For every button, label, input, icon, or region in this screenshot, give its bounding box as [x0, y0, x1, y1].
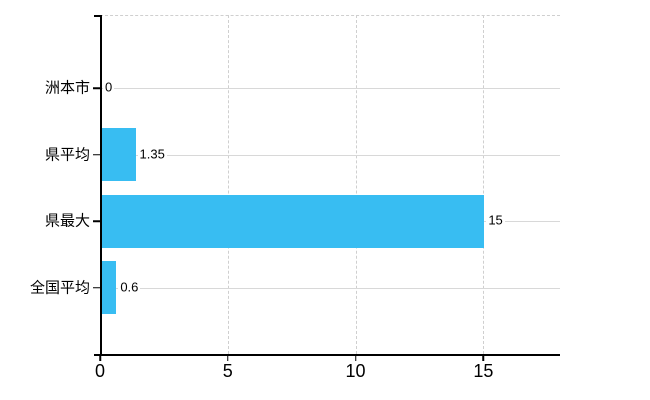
- x-tick-label: 15: [473, 361, 494, 381]
- category-gridline: [100, 287, 560, 289]
- y-axis-tick: [93, 87, 100, 90]
- category-label: 全国平均: [29, 279, 90, 297]
- category-gridline: [100, 88, 560, 90]
- category-label: 県平均: [44, 146, 90, 164]
- x-axis-tick: [227, 355, 229, 361]
- value-label: 15: [486, 212, 505, 229]
- value-label: 1.35: [137, 146, 167, 163]
- y-axis: [100, 15, 102, 354]
- category-gridline: [100, 154, 560, 156]
- x-axis-tick: [354, 355, 357, 361]
- y-axis-tick: [93, 220, 100, 222]
- value-label: 0: [103, 79, 115, 96]
- category-label: 洲本市: [44, 79, 90, 97]
- category-label: 県最大: [44, 212, 90, 230]
- x-axis-tick: [99, 355, 101, 361]
- value-label: 0.6: [118, 279, 141, 296]
- bar: [101, 261, 117, 315]
- x-tick-label: 0: [94, 361, 105, 381]
- x-tick-label: 5: [222, 361, 233, 381]
- bar: [101, 194, 485, 248]
- plot-top-border: [100, 15, 560, 16]
- y-axis-top-tick: [94, 15, 100, 17]
- x-tick-label: 10: [345, 361, 366, 381]
- bar: [101, 128, 136, 182]
- x-gridline: [227, 15, 229, 354]
- x-axis-tick: [482, 355, 485, 361]
- x-gridline: [483, 15, 485, 354]
- y-axis-tick: [93, 154, 100, 156]
- x-axis: [94, 354, 560, 356]
- x-gridline: [355, 15, 357, 354]
- y-axis-tick: [93, 286, 100, 289]
